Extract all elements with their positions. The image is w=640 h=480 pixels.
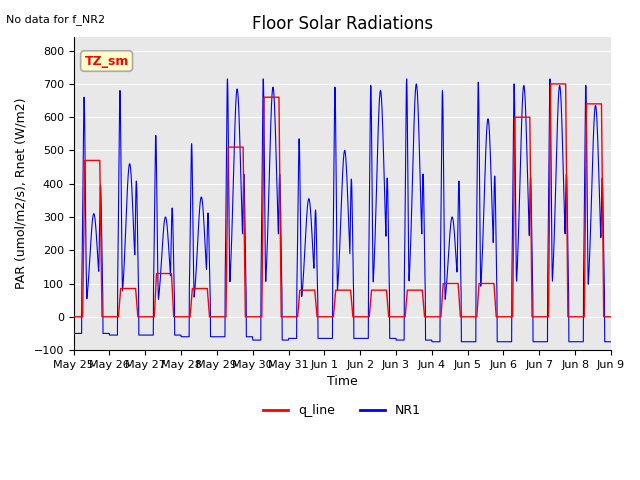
Y-axis label: PAR (umol/m2/s), Rnet (W/m2): PAR (umol/m2/s), Rnet (W/m2): [15, 98, 28, 289]
Title: Floor Solar Radiations: Floor Solar Radiations: [252, 15, 433, 33]
Text: No data for f_NR2: No data for f_NR2: [6, 14, 106, 25]
Text: TZ_sm: TZ_sm: [84, 55, 129, 68]
Legend: q_line, NR1: q_line, NR1: [259, 399, 426, 422]
X-axis label: Time: Time: [327, 375, 358, 388]
